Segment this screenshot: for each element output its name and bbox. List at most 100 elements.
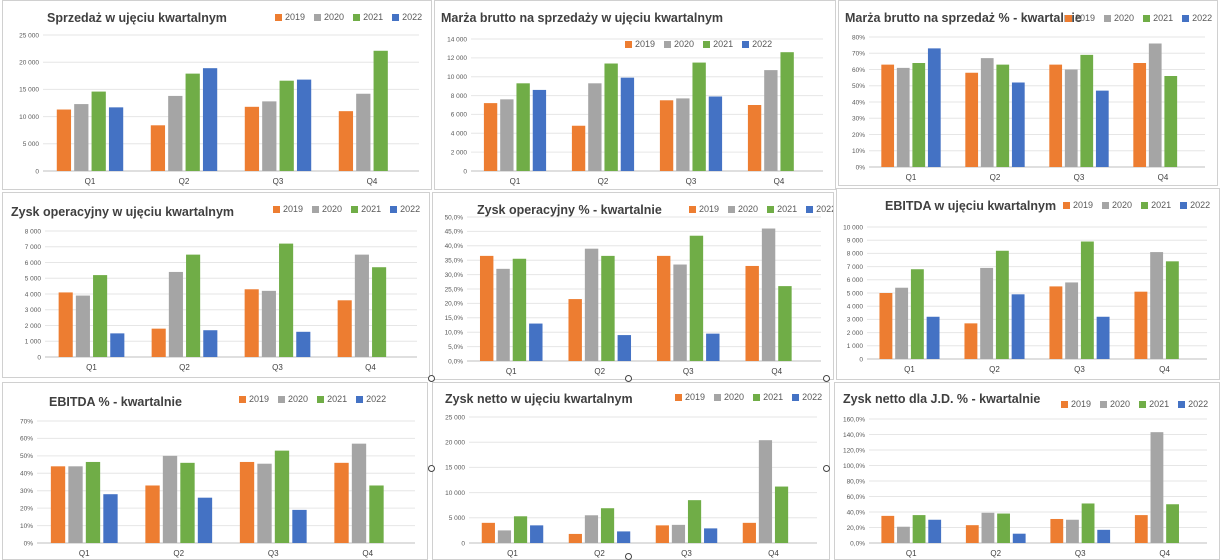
- chart-title: Zysk operacyjny % - kwartalnie: [477, 203, 662, 217]
- bar: [110, 333, 125, 357]
- x-tick-label: Q3: [268, 549, 279, 558]
- legend-item: 2020: [664, 39, 694, 49]
- y-tick-label: 8 000: [25, 228, 42, 235]
- legend-swatch: [728, 205, 736, 213]
- legend-label: 2019: [249, 394, 270, 404]
- x-tick-label: Q4: [771, 367, 782, 376]
- legend-item: 2019: [1065, 13, 1095, 23]
- bar: [676, 98, 690, 171]
- legend-label: 2021: [327, 394, 348, 404]
- bar: [600, 508, 615, 543]
- legend-item: 2022: [1180, 200, 1210, 210]
- chart-legend: 2019 2020 2021 2022: [675, 392, 822, 402]
- legend-label: 2019: [283, 204, 304, 214]
- legend-label: 2020: [724, 392, 745, 402]
- y-tick-label: 40,0%: [445, 243, 464, 250]
- x-tick-label: Q1: [906, 549, 917, 558]
- bar: [764, 70, 778, 171]
- x-tick-label: Q2: [990, 549, 1001, 558]
- y-tick-label: 30%: [852, 116, 865, 123]
- bar: [604, 63, 618, 172]
- legend-label: 2019: [1075, 13, 1096, 23]
- y-tick-label: 0: [463, 168, 467, 175]
- legend-label: 2022: [402, 12, 423, 22]
- resize-handle[interactable]: [625, 553, 632, 560]
- chart-panel[interactable]: 0,0% 20,0% 40,0% 60,0% 80,0% 100,0% 120,0% 140,…: [834, 382, 1220, 560]
- y-tick-label: 6 000: [847, 277, 864, 284]
- legend-item: 2022: [1178, 399, 1208, 409]
- bar: [500, 99, 514, 171]
- chart-panel[interactable]: 0 1 000 2 000 3 000 4 000 5 000 6 000 7 000 8 00…: [836, 188, 1220, 380]
- legend-label: 2020: [288, 394, 309, 404]
- chart-legend: 2019 2020 2021 2022: [1065, 13, 1212, 23]
- bar: [483, 103, 498, 171]
- y-tick-label: 7 000: [25, 244, 42, 251]
- y-tick-label: 4 000: [847, 304, 864, 311]
- bar: [373, 50, 388, 171]
- chart-plot: 0 2 000 4 000 6 000 8 000 10 000 12 000 14 000 Q…: [447, 36, 823, 186]
- resize-handle[interactable]: [428, 375, 435, 382]
- y-tick-label: 5 000: [847, 290, 864, 297]
- x-tick-label: Q2: [173, 549, 184, 558]
- legend-label: 2019: [699, 204, 720, 214]
- bar: [145, 485, 160, 543]
- bar: [93, 275, 108, 357]
- legend-swatch: [1143, 14, 1151, 22]
- y-tick-label: 10 000: [19, 114, 39, 121]
- bar: [274, 450, 290, 543]
- chart-panel[interactable]: 0 2 000 4 000 6 000 8 000 10 000 12 000 14 000 Q…: [434, 0, 836, 190]
- bar: [1096, 316, 1110, 359]
- x-tick-label: Q3: [1074, 173, 1085, 182]
- bar: [584, 515, 599, 543]
- legend-label: 2021: [763, 392, 784, 402]
- resize-handle[interactable]: [823, 465, 830, 472]
- chart-panel[interactable]: 0 1 000 2 000 3 000 4 000 5 000 6 000 7 000 8 00…: [2, 192, 430, 378]
- bar: [257, 463, 272, 543]
- chart-title: Marża brutto na sprzedaży w ujęciu kwart…: [441, 11, 724, 25]
- bar: [964, 323, 978, 359]
- legend-label: 2020: [1114, 13, 1135, 23]
- chart-panel[interactable]: 0% 10% 20% 30% 40% 50% 60% 70% Q1 Q2 Q3 Q4 EBITDA % …: [2, 382, 428, 560]
- bar: [1012, 533, 1026, 543]
- bar: [351, 443, 367, 543]
- bar: [168, 95, 183, 171]
- legend-swatch: [317, 395, 325, 403]
- legend-label: 2022: [816, 204, 833, 214]
- bar: [197, 497, 213, 543]
- legend-label: 2019: [1071, 399, 1092, 409]
- x-tick-label: Q1: [904, 365, 915, 374]
- y-tick-label: 100,0%: [843, 463, 865, 470]
- bar: [496, 268, 510, 361]
- bar: [1011, 294, 1025, 359]
- resize-handle[interactable]: [823, 375, 830, 382]
- bar: [103, 494, 118, 543]
- legend-swatch: [1178, 400, 1186, 408]
- chart-panel[interactable]: 0 5 000 10 000 15 000 20 000 25 000 Q1 Q2 Q3 Q4 Sp…: [2, 0, 432, 190]
- x-tick-label: Q3: [273, 177, 284, 186]
- legend-item: 2022: [792, 392, 822, 402]
- legend-item: 2021: [353, 12, 383, 22]
- legend-swatch: [714, 393, 722, 401]
- y-tick-label: 8 000: [451, 93, 468, 100]
- chart-panel[interactable]: 0 5 000 10 000 15 000 20 000 25 000 Q1 Q2 Q3 Q4 Zy…: [432, 382, 830, 560]
- bar: [687, 500, 702, 543]
- chart-panel[interactable]: 0% 10% 20% 30% 40% 50% 60% 70% 80% Q1 Q2 Q3 Q4 Marża …: [838, 0, 1218, 186]
- bar: [372, 267, 387, 357]
- y-tick-label: 20 000: [19, 60, 39, 67]
- legend-label: 2019: [685, 392, 706, 402]
- legend-item: 2022: [806, 204, 833, 214]
- y-tick-label: 20%: [20, 505, 33, 512]
- y-tick-label: 60,0%: [847, 494, 866, 501]
- resize-handle[interactable]: [625, 375, 632, 382]
- bar: [244, 106, 260, 171]
- y-tick-label: 20 000: [445, 440, 465, 447]
- legend-label: 2022: [1192, 13, 1213, 23]
- bar: [151, 328, 166, 357]
- legend-swatch: [1141, 201, 1149, 209]
- bar: [262, 101, 277, 171]
- bar: [996, 64, 1010, 167]
- x-tick-label: Q1: [506, 367, 517, 376]
- resize-handle[interactable]: [428, 465, 435, 472]
- legend-swatch: [806, 205, 814, 213]
- chart-panel[interactable]: 0,0% 5,0% 10,0% 15,0% 20,0% 25,0% 30,0% 35,0% 40…: [432, 192, 834, 380]
